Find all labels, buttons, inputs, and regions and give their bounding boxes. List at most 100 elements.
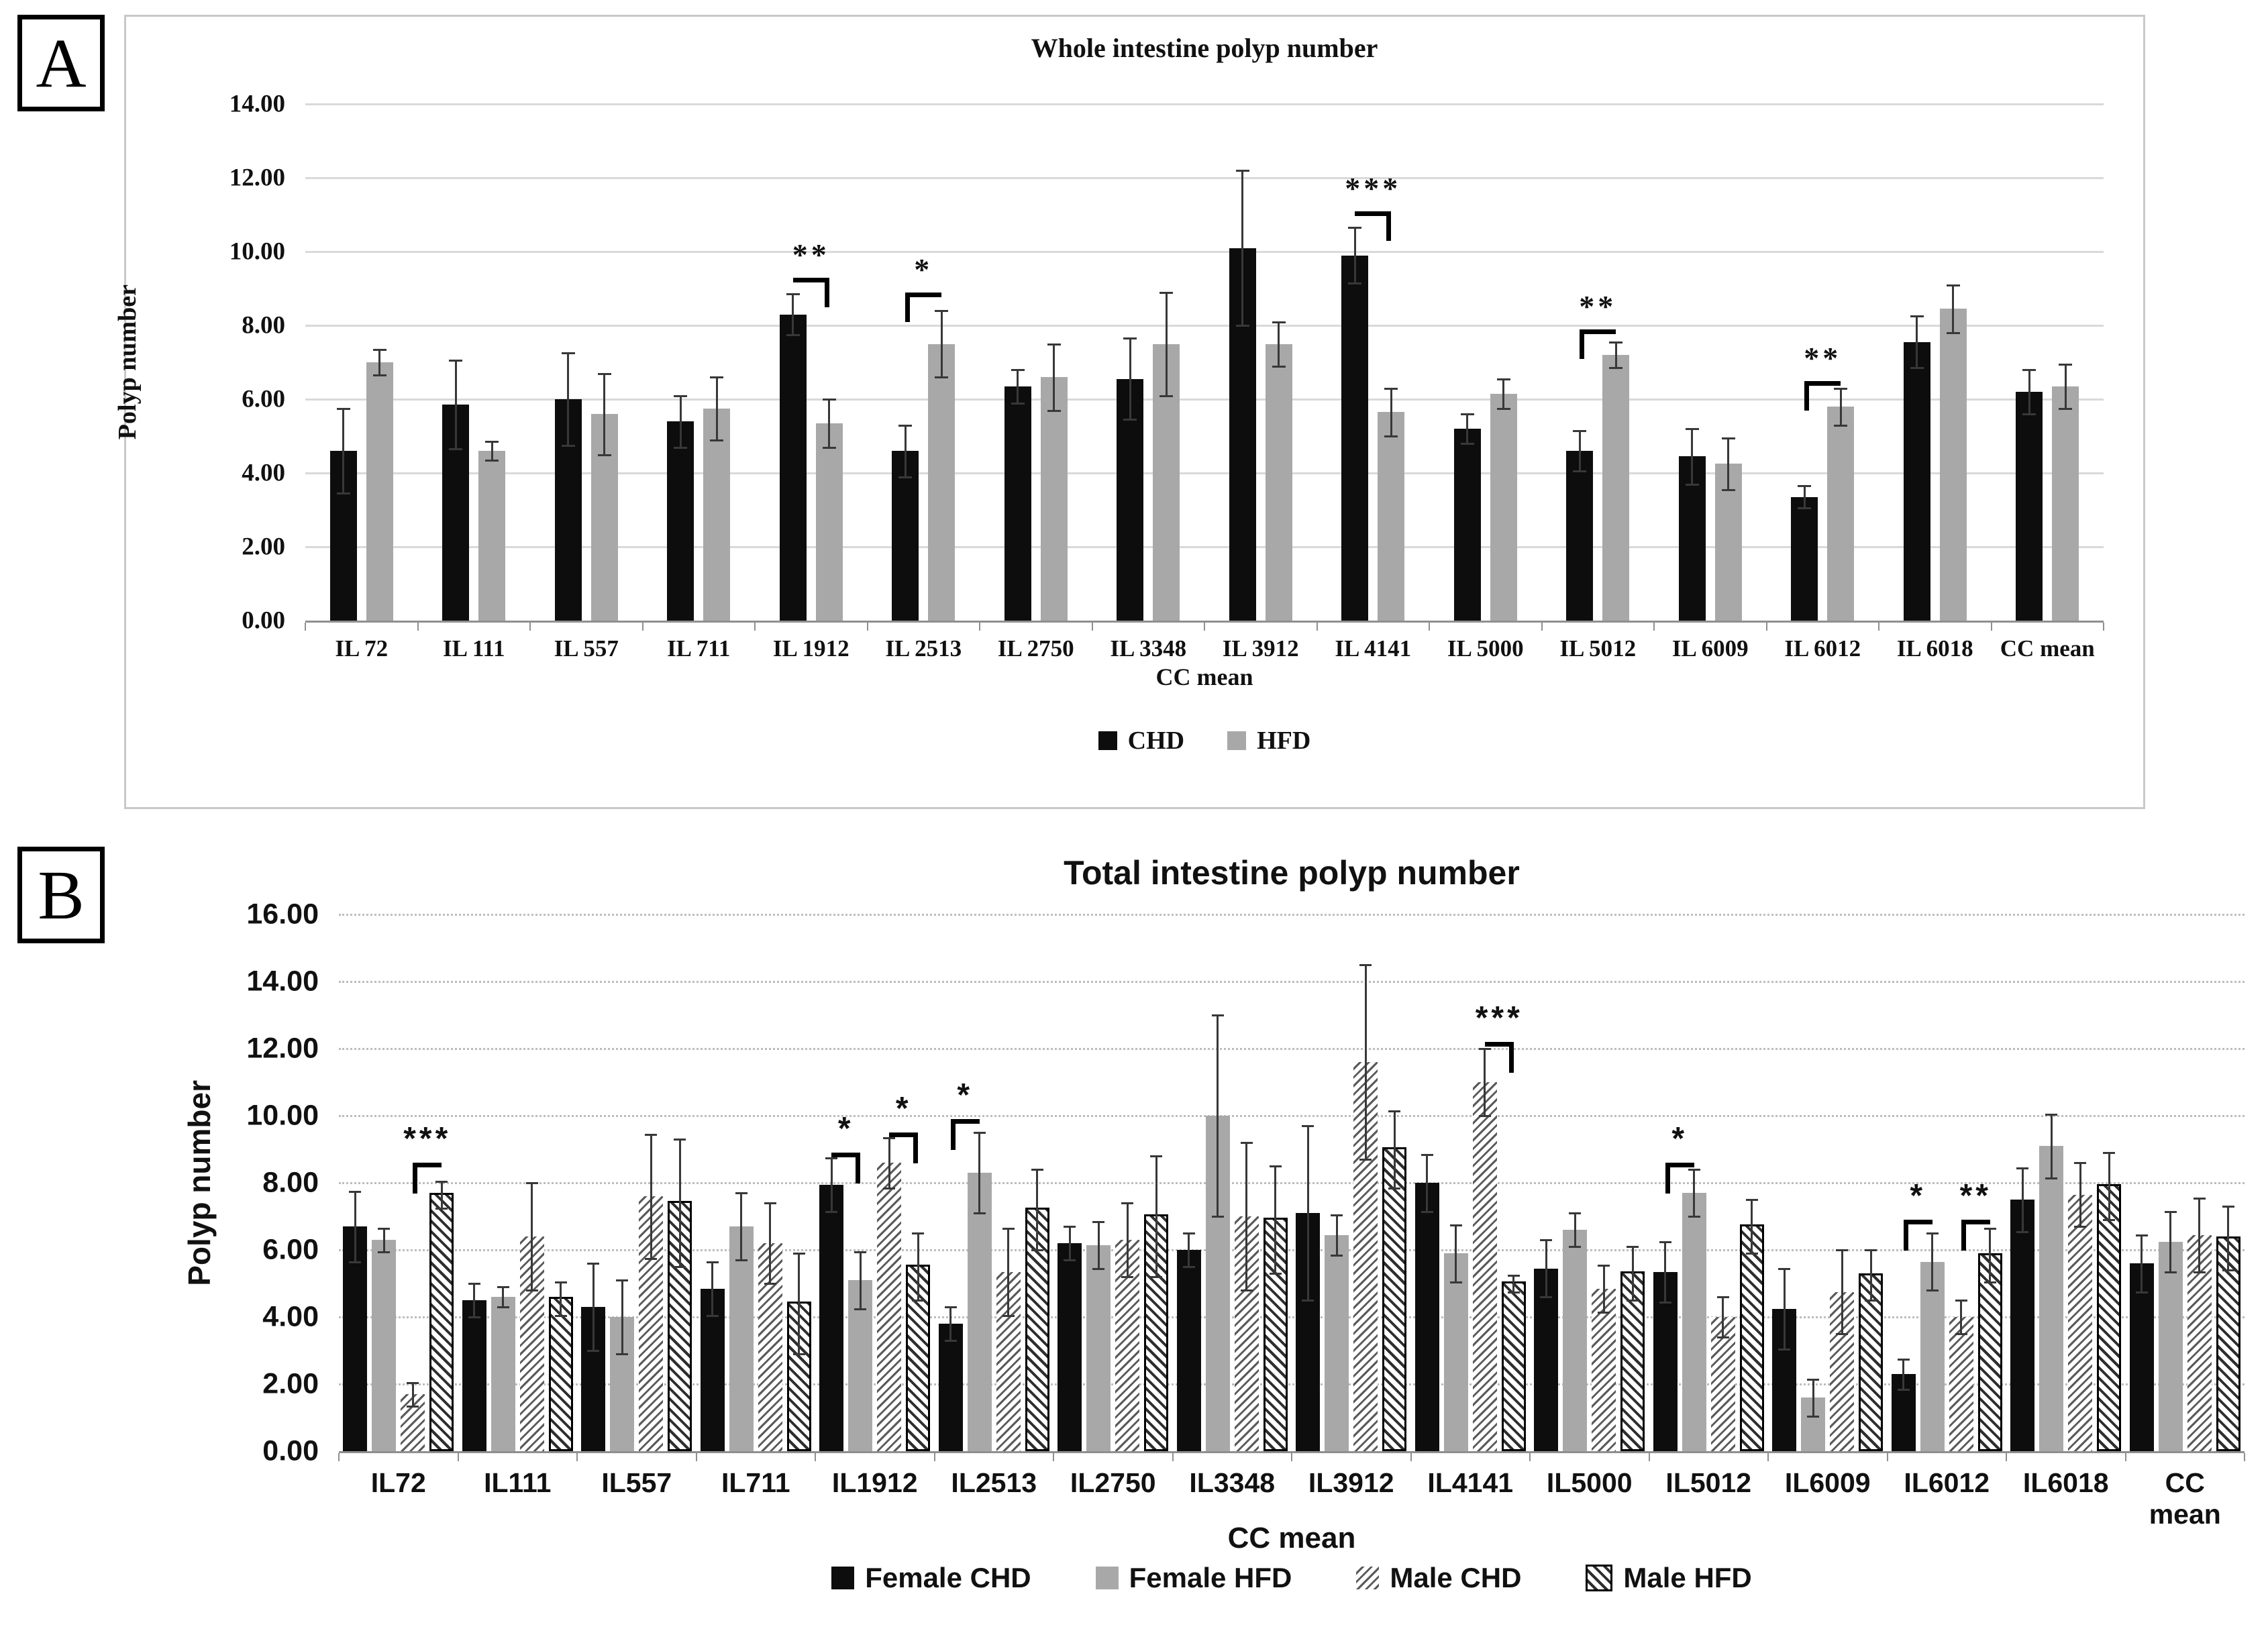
error-bar	[1278, 321, 1280, 366]
error-bar-cap	[935, 376, 949, 378]
error-bar	[1068, 1226, 1071, 1260]
error-bar	[1691, 429, 1694, 484]
error-bar-cap	[735, 1259, 748, 1261]
error-bar	[792, 294, 794, 335]
error-bar-cap	[372, 348, 386, 351]
error-bar	[1165, 292, 1168, 396]
category-label: IL 6012	[1784, 635, 1861, 662]
significance-bracket	[889, 1132, 919, 1137]
bar-hfd	[1490, 393, 1517, 621]
axis-tick-mark	[1091, 623, 1093, 631]
error-bar	[1902, 1359, 1905, 1389]
error-bar-cap	[525, 1182, 538, 1184]
axis-tick-mark	[305, 623, 306, 631]
significance-bracket-arm	[905, 292, 911, 322]
error-bar	[1614, 341, 1617, 368]
error-bar-cap	[1460, 443, 1474, 445]
y-tick-label: 6.00	[262, 1233, 319, 1266]
error-bar-cap	[525, 1289, 538, 1291]
error-bar	[2108, 1153, 2110, 1220]
chart-a-y-axis-title: Polyp number	[113, 284, 142, 440]
error-bar-cap	[1836, 1249, 1849, 1251]
error-bar-cap	[944, 1306, 957, 1308]
error-bar	[830, 1157, 833, 1212]
error-bar	[711, 1261, 714, 1316]
y-tick-label: 0.00	[262, 1434, 319, 1467]
significance-bracket	[413, 1163, 442, 1167]
error-bar-cap	[645, 1257, 658, 1260]
error-bar-cap	[1721, 437, 1735, 439]
error-bar	[342, 408, 345, 494]
error-bar-cap	[735, 1192, 748, 1194]
error-bar-cap	[378, 1251, 391, 1253]
axis-tick-mark	[641, 623, 643, 631]
y-tick-label: 6.00	[242, 385, 285, 413]
error-bar	[1097, 1221, 1100, 1269]
error-bar-cap	[1211, 1216, 1224, 1218]
error-bar-cap	[1092, 1267, 1105, 1270]
error-bar-cap	[378, 1227, 391, 1230]
bar-hfd	[703, 408, 731, 621]
error-bar-cap	[1834, 424, 1848, 427]
error-bar-cap	[645, 1133, 658, 1136]
bar-female-hfd	[372, 1240, 397, 1451]
gridline	[339, 1249, 2245, 1251]
error-bar	[1693, 1169, 1696, 1216]
error-bar-cap	[2193, 1271, 2206, 1273]
error-bar-cap	[1388, 1187, 1401, 1190]
error-bar-cap	[2022, 369, 2037, 371]
error-bar-cap	[587, 1263, 600, 1265]
error-bar-cap	[2074, 1226, 2087, 1228]
error-bar-cap	[1496, 378, 1510, 380]
bar-chd	[779, 314, 807, 621]
error-bar-cap	[1926, 1289, 1939, 1291]
error-bar-cap	[1123, 419, 1137, 421]
axis-tick-mark	[979, 623, 980, 631]
error-bar-cap	[1598, 1311, 1610, 1314]
bar-female-chd	[343, 1226, 368, 1451]
y-tick-label: 12.00	[229, 164, 285, 192]
error-bar-cap	[1897, 1358, 1910, 1361]
error-bar-cap	[786, 333, 800, 336]
error-bar-cap	[1064, 1259, 1076, 1261]
error-bar-cap	[764, 1202, 776, 1204]
error-bar-cap	[1983, 1227, 1996, 1230]
significance-bracket-arm	[413, 1163, 418, 1194]
error-bar	[940, 311, 943, 377]
error-bar-cap	[1569, 1212, 1582, 1214]
y-tick-label: 2.00	[242, 533, 285, 561]
error-bar-cap	[786, 293, 800, 296]
error-bar-cap	[449, 448, 463, 451]
error-bar-cap	[336, 407, 350, 410]
error-bar	[621, 1280, 623, 1354]
error-bar-cap	[2074, 1162, 2087, 1164]
error-bar-cap	[1716, 1296, 1729, 1298]
bar-female-chd	[1414, 1183, 1439, 1451]
error-bar-cap	[1685, 483, 1699, 486]
error-bar-cap	[485, 459, 499, 462]
x-axis-line	[339, 1451, 2245, 1453]
axis-tick-mark	[417, 623, 419, 631]
error-bar	[949, 1307, 952, 1340]
axis-tick-mark	[1053, 1453, 1054, 1461]
bar-hfd	[1939, 309, 1967, 621]
error-bar	[828, 399, 831, 447]
bar-female-hfd	[1325, 1234, 1349, 1451]
bar-male-hfd	[1501, 1281, 1526, 1451]
error-bar-cap	[1865, 1300, 1877, 1302]
legend-item-hfd: HFD	[1227, 726, 1310, 755]
legend-label: Female CHD	[865, 1562, 1031, 1593]
bar-female-hfd	[1086, 1245, 1111, 1451]
category-label: IL1912	[831, 1467, 918, 1498]
bar-female-hfd	[2158, 1241, 2183, 1451]
error-bar-cap	[407, 1381, 419, 1384]
axis-tick-mark	[1541, 623, 1543, 631]
error-bar	[740, 1193, 743, 1260]
error-bar	[603, 373, 606, 455]
error-bar-cap	[854, 1251, 867, 1253]
error-bar-cap	[1659, 1301, 1671, 1304]
bar-male-chd	[1949, 1317, 1973, 1451]
error-bar-cap	[1507, 1274, 1520, 1277]
category-label: IL 2750	[997, 635, 1074, 662]
legend-item-chd: CHD	[1098, 726, 1184, 755]
